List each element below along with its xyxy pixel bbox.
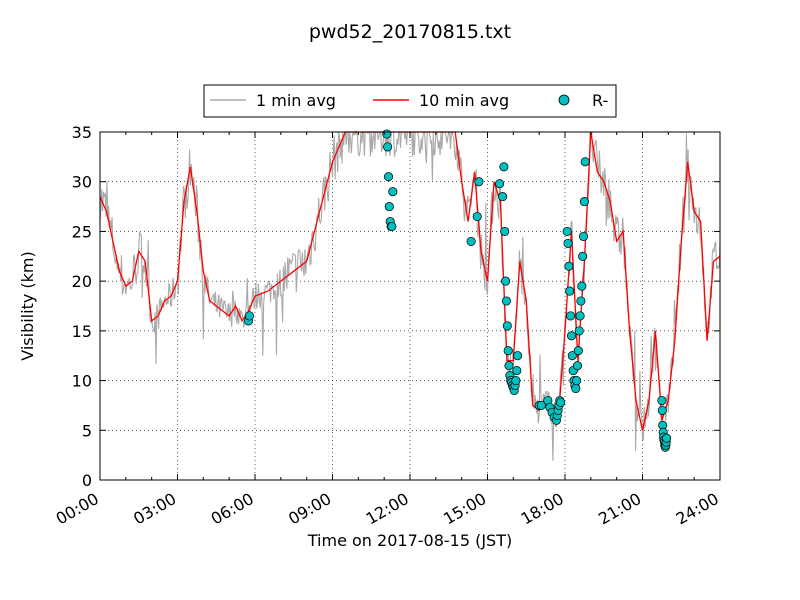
rain-marker-point	[500, 226, 510, 236]
y-tick-label: 0	[82, 471, 92, 490]
x-tick-label: 00:00	[53, 489, 102, 529]
rain-marker-point	[573, 346, 583, 356]
x-tick-label: 21:00	[595, 489, 644, 529]
rain-marker-point	[511, 376, 521, 386]
rain-marker-point	[579, 197, 589, 207]
ten-min-avg-series	[99, 131, 721, 431]
x-axis-label: Time on 2017-08-15 (JST)	[307, 531, 512, 550]
x-tick-label: 15:00	[440, 489, 489, 529]
legend-rain-marker	[558, 94, 570, 106]
grid	[100, 132, 720, 480]
y-tick-label: 10	[72, 372, 92, 391]
legend-one-min-label: 1 min avg	[256, 91, 336, 110]
y-tick-label: 5	[82, 421, 92, 440]
rain-marker-point	[384, 202, 394, 212]
rain-marker-point	[562, 226, 572, 236]
rain-marker-point	[504, 361, 514, 371]
x-tick-label: 12:00	[363, 489, 412, 529]
rain-marker-point	[513, 351, 523, 361]
rain-marker-point	[657, 395, 667, 406]
rain-marker-point	[566, 331, 577, 341]
x-tick-label: 03:00	[130, 489, 179, 529]
rain-marker-point	[564, 261, 574, 271]
rain-marker-point	[536, 400, 546, 410]
rain-marker-point	[578, 231, 589, 241]
x-tick-label: 09:00	[285, 489, 334, 529]
axis-ticks: 00:00 03:00 06:00 09:00 12:00 15:00 18:00 21:00…	[53, 123, 722, 529]
y-tick-label: 20	[72, 272, 92, 291]
rain-marker-point	[657, 405, 667, 415]
x-tick-label: 18:00	[518, 489, 567, 529]
rain-marker-point	[472, 211, 482, 222]
rain-marker-point	[495, 179, 505, 189]
rain-marker-point	[576, 296, 586, 306]
y-axis-label: Visibility (km)	[18, 251, 37, 360]
x-tick-label: 06:00	[208, 489, 257, 529]
rain-marker-point	[567, 351, 577, 361]
rain-marker-point	[563, 238, 573, 248]
rain-marker-point	[580, 157, 590, 167]
rain-marker-point	[574, 326, 584, 336]
rain-marker-point	[662, 433, 672, 443]
chart-title: pwd52_20170815.txt	[309, 21, 511, 43]
x-tick-label: 24:00	[673, 489, 722, 529]
y-tick-label: 25	[72, 222, 92, 241]
rain-marker-point	[571, 383, 581, 394]
legend-box	[203, 84, 617, 118]
rain-marker-point	[466, 236, 476, 246]
y-tick-label: 30	[72, 173, 92, 192]
rain-marker-point	[503, 346, 513, 356]
rain-marker-point	[572, 361, 583, 371]
rain-marker-point	[244, 311, 254, 321]
rain-marker-point	[383, 172, 394, 182]
ten-min-avg-line	[99, 131, 721, 431]
rain-marker-point	[578, 251, 588, 261]
rain-marker-point	[556, 397, 566, 407]
y-tick-label: 15	[72, 322, 92, 341]
rain-marker-point	[498, 192, 508, 202]
rain-marker-point	[474, 177, 484, 187]
legend-rain-label: R-	[592, 91, 608, 110]
legend-ten-min-label: 10 min avg	[419, 91, 509, 110]
rain-marker-point	[512, 366, 522, 376]
rain-marker-series	[243, 129, 672, 452]
rain-marker-point	[501, 276, 511, 286]
rain-marker-point	[566, 311, 576, 321]
rain-marker-point	[577, 281, 587, 291]
rain-marker-point	[575, 311, 585, 321]
rain-marker-point	[502, 321, 512, 331]
y-tick-label: 35	[72, 123, 92, 142]
rain-marker-point	[387, 221, 397, 232]
rain-marker-point	[565, 286, 575, 296]
rain-marker-point	[572, 376, 582, 386]
rain-marker-point	[499, 162, 509, 172]
rain-marker-point	[383, 142, 393, 152]
legend: 1 min avg 10 min avg R-	[203, 84, 617, 118]
rain-marker-point	[501, 296, 511, 306]
rain-marker-point	[388, 187, 398, 197]
